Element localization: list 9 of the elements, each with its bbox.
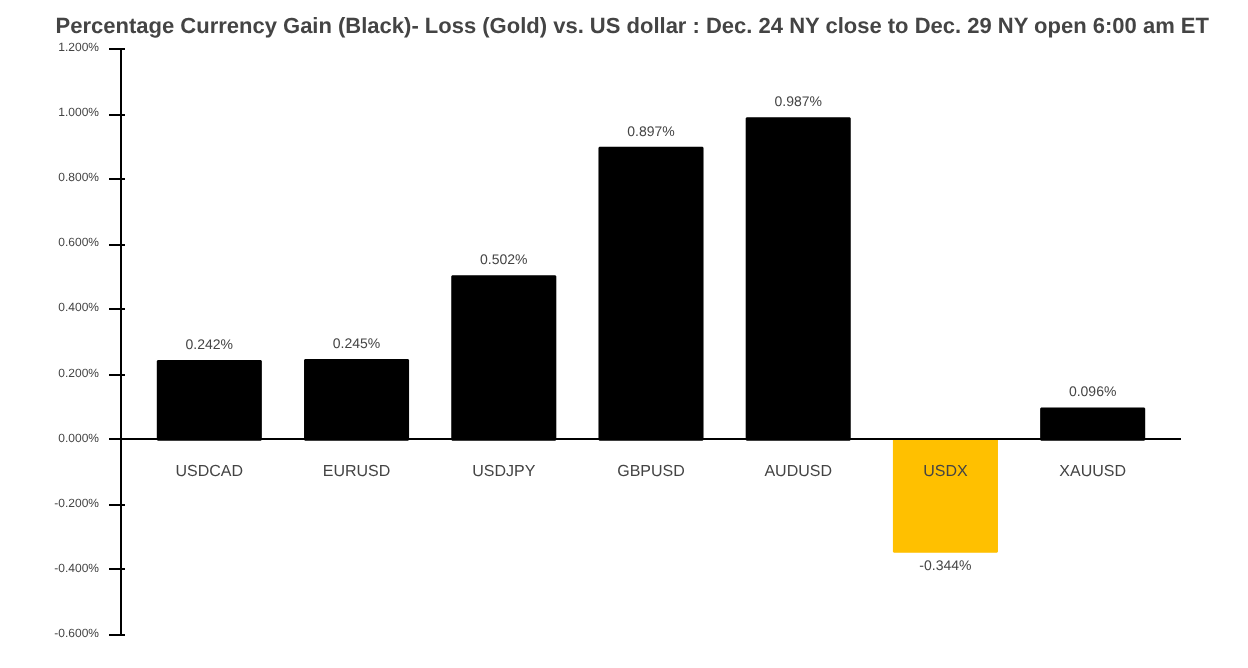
x-tick-label: EURUSD <box>322 461 391 480</box>
x-tick-label: AUDUSD <box>764 461 833 480</box>
bar <box>892 438 998 553</box>
x-tick-label: XAUUSD <box>1059 461 1127 480</box>
chart-title: Percentage Currency Gain (Black)- Loss (Gold) vs. US dollar : Dec. 24 NY close to Dec. 29 NY open 6:00 am ET <box>55 15 1210 39</box>
x-tick-label: USDX <box>923 461 969 480</box>
x-tick-label: USDJPY <box>472 461 537 480</box>
x-tick-label: USDCAD <box>175 461 244 480</box>
x-tick-label: GBPUSD <box>617 461 686 480</box>
